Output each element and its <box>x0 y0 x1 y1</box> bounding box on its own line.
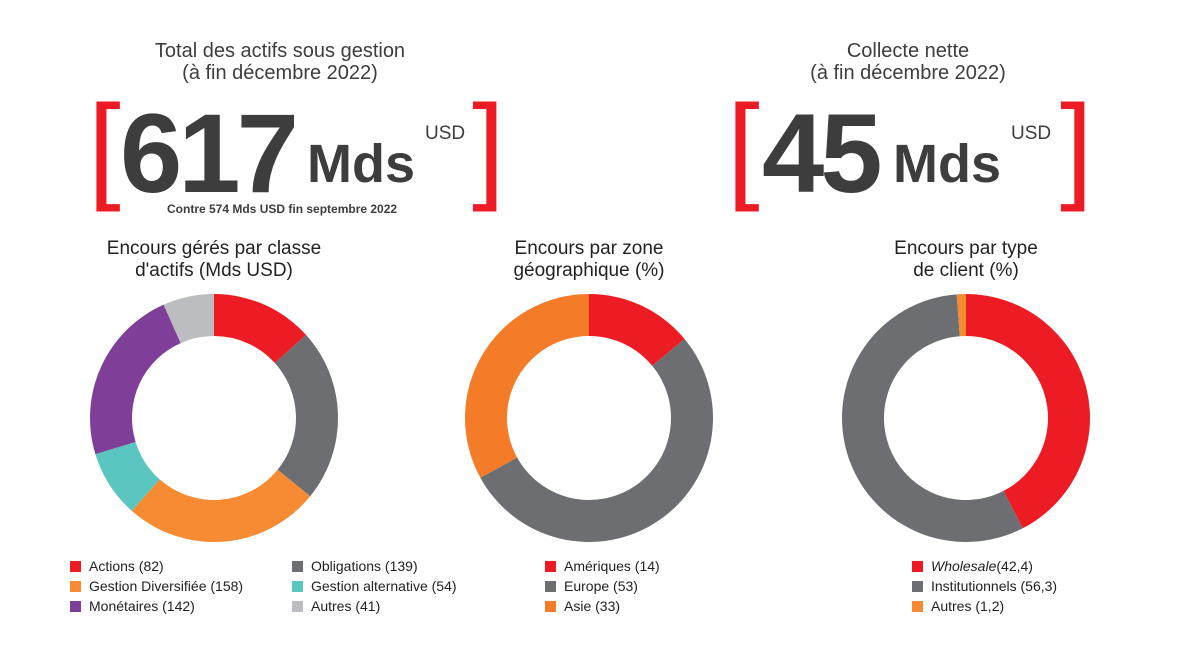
kpi-aum-note: Contre 574 Mds USD fin septembre 2022 <box>167 202 398 216</box>
chart-title-geo: Encours par zone géographique (%) <box>439 238 739 282</box>
legend-label: Monétaires (142) <box>89 598 195 614</box>
legend-label: Institutionnels (56,3) <box>931 578 1058 594</box>
legend-label: Asie (33) <box>564 598 621 614</box>
legend-swatch <box>70 600 81 612</box>
legend-swatch <box>912 600 923 612</box>
donut-slice <box>480 338 713 542</box>
kpi-net-currency: USD <box>1011 123 1052 144</box>
chart-title-line: Encours gérés par classe <box>106 238 322 259</box>
legend-label: Actions (82) <box>89 558 164 574</box>
kpi-aum-title: Total des actifs sous gestion (à fin déc… <box>110 40 450 84</box>
kpi-net-unit: Mds <box>893 134 1001 194</box>
donut-slice <box>966 294 1090 529</box>
legend-label: Europe (53) <box>564 578 638 594</box>
donut-slice <box>842 294 1023 542</box>
kpi-aum-value: 617 <box>120 91 299 216</box>
legend-swatch <box>70 560 81 572</box>
kpi-title-line: (à fin décembre 2022) <box>182 62 378 84</box>
legend-swatch <box>545 580 556 592</box>
donut-slice <box>131 469 311 542</box>
legend-swatch <box>70 580 81 592</box>
kpi-title-line: Total des actifs sous gestion <box>154 40 406 62</box>
legend-item: Amériques (14) <box>545 556 660 576</box>
legend-swatch <box>912 580 923 592</box>
legend-item: Gestion alternative (54) <box>292 576 492 596</box>
legend-label: Wholesale <box>931 558 997 574</box>
legend-item: Actions (82) <box>70 556 292 576</box>
kpi-title-line: Collecte nette <box>846 40 970 62</box>
legend-swatch <box>292 600 303 612</box>
kpi-aum-currency: USD <box>425 123 466 144</box>
kpi-aum-unit: Mds <box>307 134 415 194</box>
legend-item: Obligations (139) <box>292 556 492 576</box>
legend-label: Gestion alternative (54) <box>311 578 457 594</box>
legend-swatch <box>912 560 923 572</box>
legend-swatch <box>545 560 556 572</box>
chart-title-client: Encours par type de client (%) <box>816 238 1116 282</box>
bracket-close: ] <box>472 81 505 213</box>
legend-item: Europe (53) <box>545 576 660 596</box>
legend-item: Autres (1,2) <box>912 596 1057 616</box>
bracket-close: ] <box>1060 81 1093 213</box>
chart-title-line: géographique (%) <box>513 260 665 281</box>
legend-label: Gestion Diversifiée (158) <box>89 578 244 594</box>
legend-item: Gestion Diversifiée (158) <box>70 576 292 596</box>
donut-slice <box>274 334 338 497</box>
legend-label: Amériques (14) <box>564 558 660 574</box>
legend-label: Autres (41) <box>311 598 381 614</box>
donut-slice <box>465 294 589 478</box>
kpi-net-value: 45 <box>762 91 883 216</box>
legend-item: Monétaires (142) <box>70 596 292 616</box>
legend-item: Wholesale (42,4) <box>912 556 1057 576</box>
donut-slice <box>95 441 160 511</box>
legend-item: Asie (33) <box>545 596 660 616</box>
bracket-open: [ <box>88 81 121 213</box>
donut-slice <box>956 294 966 337</box>
legend-geo: Amériques (14) Europe (53) Asie (33) <box>545 556 660 616</box>
legend-label: Autres (1,2) <box>931 598 1005 614</box>
chart-title-line: Encours par zone <box>514 238 664 259</box>
legend-item: Autres (41) <box>292 596 492 616</box>
legend-asset-class: Actions (82) Obligations (139) Gestion Div… <box>70 556 492 616</box>
bracket-open: [ <box>727 81 760 213</box>
chart-title-line: Encours par type <box>894 238 1038 259</box>
legend-client: Wholesale (42,4) Institutionnels (56,3) Au… <box>912 556 1057 616</box>
donut-slice <box>214 294 307 364</box>
chart-title-line: d'actifs (Mds USD) <box>135 260 293 281</box>
legend-value: (42,4) <box>996 558 1033 574</box>
donut-slice <box>163 294 214 344</box>
legend-item: Institutionnels (56,3) <box>912 576 1057 596</box>
kpi-net-title: Collecte nette (à fin décembre 2022) <box>738 40 1078 84</box>
legend-swatch <box>292 580 303 592</box>
chart-title-asset-class: Encours gérés par classe d'actifs (Mds U… <box>64 238 364 282</box>
legend-swatch <box>292 560 303 572</box>
legend-swatch <box>545 600 556 612</box>
donut-slice <box>90 304 181 455</box>
chart-title-line: de client (%) <box>913 260 1019 281</box>
donut-slice <box>589 294 685 366</box>
kpi-title-line: (à fin décembre 2022) <box>810 62 1006 84</box>
legend-label: Obligations (139) <box>311 558 418 574</box>
